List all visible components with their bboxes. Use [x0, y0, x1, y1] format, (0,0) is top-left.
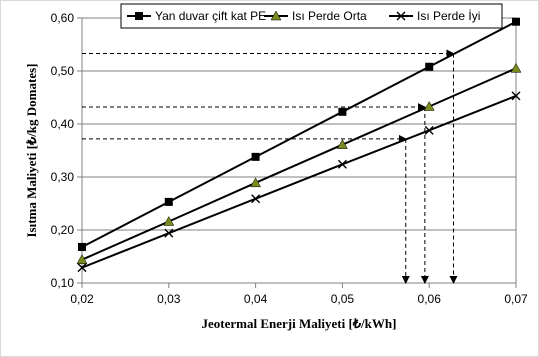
- data-point: [76, 254, 88, 264]
- x-tick-label: 0,03: [157, 292, 181, 306]
- x-tick-label: 0,02: [70, 292, 94, 306]
- data-point: [251, 152, 260, 161]
- y-axis-title: Isıtma Maliyeti [₺/kg Domates]: [24, 64, 39, 238]
- legend: Yan duvar çift kat PE Isı Perde Orta Isı P…: [120, 3, 503, 29]
- series-3: [77, 91, 521, 273]
- legend-marker: [396, 11, 406, 21]
- data-point: [164, 197, 173, 206]
- x-tick-label: 0,07: [504, 292, 528, 306]
- series-line: [81, 94, 517, 269]
- series-1: [78, 17, 520, 251]
- y-tick-label: 0,10: [51, 276, 75, 290]
- legend-item: Isı Perde Orta: [264, 9, 367, 23]
- y-tick-label: 0,50: [51, 64, 75, 78]
- data-point: [338, 107, 347, 116]
- legend-marker: [135, 12, 143, 20]
- data-point: [251, 194, 261, 204]
- data-point: [425, 62, 434, 71]
- x-axis-ticks: 0,02 0,03 0,04 0,05 0,06 0,07: [70, 283, 528, 306]
- data-point: [164, 228, 174, 238]
- marker-stroke: [164, 228, 174, 238]
- reference-lines: [82, 49, 458, 284]
- data-point: [511, 91, 521, 101]
- legend-marker: [270, 10, 282, 21]
- series-layer: [76, 17, 522, 273]
- legend-box: [120, 3, 503, 29]
- legend-items: Yan duvar çift kat PE Isı Perde Orta Isı P…: [127, 9, 480, 23]
- y-tick-label: 0,60: [51, 11, 75, 25]
- data-point: [423, 100, 435, 111]
- data-point: [163, 216, 175, 226]
- data-point: [510, 62, 522, 73]
- marker-stroke: [511, 91, 521, 101]
- y-tick-label: 0,20: [51, 223, 75, 237]
- data-point: [78, 242, 86, 251]
- marker-stroke: [77, 263, 87, 273]
- marker-stroke: [251, 194, 261, 204]
- legend-label: Yan duvar çift kat PE: [155, 9, 266, 23]
- x-tick-label: 0,06: [418, 292, 442, 306]
- y-tick-label: 0,30: [51, 170, 75, 184]
- legend-label: Isı Perde İyi: [417, 9, 480, 23]
- y-tick-label: 0,40: [51, 117, 75, 131]
- x-axis-title: Jeotermal Enerji Maliyeti [₺/kWh]: [202, 316, 397, 331]
- x-tick-label: 0,04: [244, 292, 268, 306]
- marker-stroke: [396, 11, 406, 21]
- y-axis-ticks: 0,10 0,20 0,30 0,40 0,50 0,60: [51, 11, 82, 290]
- marker-stroke: [424, 125, 434, 135]
- data-point: [512, 17, 520, 26]
- legend-label: Isı Perde Orta: [292, 9, 367, 23]
- data-point: [424, 125, 434, 135]
- data-point: [337, 159, 347, 169]
- series-line: [81, 67, 517, 261]
- data-point: [77, 263, 87, 273]
- legend-item: Isı Perde İyi: [389, 9, 480, 23]
- data-point: [336, 139, 348, 149]
- marker-stroke: [337, 159, 347, 169]
- series-line: [81, 20, 517, 248]
- legend-item: Yan duvar çift kat PE: [127, 9, 266, 23]
- series-2: [76, 62, 522, 264]
- data-point: [250, 177, 262, 188]
- x-tick-label: 0,05: [331, 292, 355, 306]
